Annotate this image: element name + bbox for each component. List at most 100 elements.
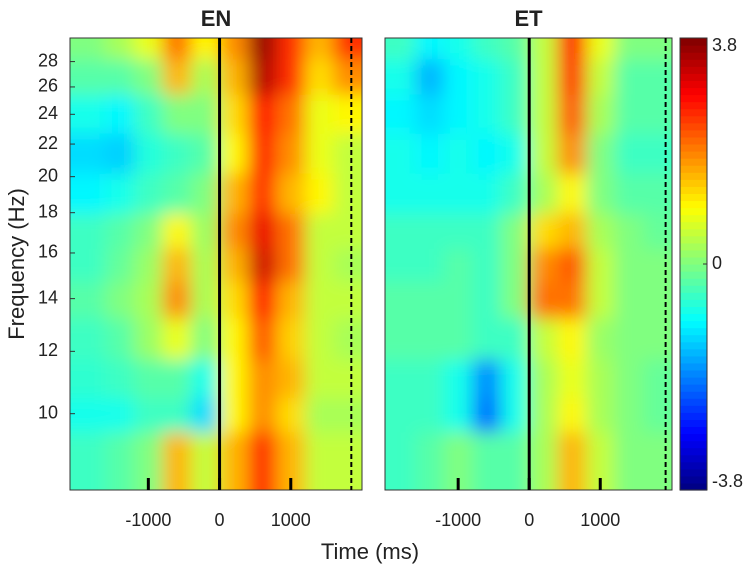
heatmap-cell xyxy=(385,248,417,282)
colorbar-swatch xyxy=(680,355,707,364)
heatmap-cell xyxy=(162,248,192,282)
heatmap-cell xyxy=(219,173,249,214)
colorbar-swatch xyxy=(680,454,707,463)
heatmap-cell xyxy=(219,133,249,174)
heatmap-cell xyxy=(219,397,249,433)
heatmap-cell xyxy=(472,94,502,134)
heatmap-cell xyxy=(586,213,615,249)
heatmap-cell xyxy=(248,318,278,360)
heatmap-cell xyxy=(557,133,587,174)
heatmap-cell xyxy=(70,38,107,60)
heatmap-cell xyxy=(472,58,502,95)
heatmap-cell xyxy=(642,397,672,433)
heatmap-cell xyxy=(162,133,192,174)
heatmap-cell xyxy=(305,38,335,60)
heatmap-cell xyxy=(134,281,164,319)
heatmap-cell xyxy=(333,38,362,60)
heatmap-cell xyxy=(642,173,672,214)
heatmap-cell xyxy=(614,359,644,398)
colorbar-swatch xyxy=(680,80,707,89)
heatmap-cell xyxy=(333,281,362,319)
colorbar-swatch xyxy=(680,151,707,159)
heatmap-cell xyxy=(642,281,672,319)
heatmap-cell xyxy=(105,281,135,319)
colorbar-swatch xyxy=(680,348,707,357)
heatmap-cell xyxy=(70,359,107,398)
heatmap-cell xyxy=(500,397,530,433)
heatmap-cell xyxy=(529,318,559,360)
heatmap-cell xyxy=(219,281,249,319)
colorbar-swatch xyxy=(680,200,707,209)
colorbar-swatch xyxy=(680,475,707,484)
heatmap-cell xyxy=(443,173,473,214)
heatmap-cell xyxy=(415,133,445,174)
heatmap-cell xyxy=(443,397,473,433)
heatmap-cell xyxy=(305,213,335,249)
heatmap-cell xyxy=(385,133,417,174)
heatmap-cell xyxy=(134,397,164,433)
heatmap-cell xyxy=(529,94,559,134)
heatmap-cell xyxy=(105,38,135,60)
heatmap-cell xyxy=(642,431,672,490)
heatmap-cell xyxy=(162,58,192,95)
colorbar-swatch xyxy=(680,214,707,223)
heatmap-cell xyxy=(557,281,587,319)
heatmap-cell xyxy=(586,173,615,214)
heatmap-cell xyxy=(500,133,530,174)
heatmap-cell xyxy=(105,431,135,490)
heatmap-cell xyxy=(70,173,107,214)
heatmap-cell xyxy=(443,58,473,95)
heatmap-cell xyxy=(191,133,221,174)
heatmap-cell xyxy=(500,281,530,319)
heatmap-cell xyxy=(105,58,135,95)
cells xyxy=(385,38,672,490)
colorbar-swatch xyxy=(680,292,707,300)
colorbar-swatch xyxy=(680,391,707,399)
colorbar-swatch xyxy=(680,108,707,117)
heatmap-cell xyxy=(586,359,615,398)
heatmap-cell xyxy=(219,213,249,249)
heatmap-cell xyxy=(219,58,249,95)
colorbar-tick-label: 0 xyxy=(712,253,722,273)
heatmap-cell xyxy=(70,213,107,249)
heatmap-cell xyxy=(500,38,530,60)
heatmap-cell xyxy=(586,248,615,282)
heatmap-cell xyxy=(529,173,559,214)
heatmap-cell xyxy=(472,359,502,398)
heatmap-cell xyxy=(614,38,644,60)
colorbar-swatch xyxy=(680,377,707,385)
heatmap-cell xyxy=(70,58,107,95)
heatmap-cell xyxy=(586,58,615,95)
x-tick-label: -1000 xyxy=(435,510,481,530)
heatmap-cell xyxy=(333,173,362,214)
heatmap-cell xyxy=(276,133,306,174)
heatmap-cell xyxy=(586,38,615,60)
colorbar-swatch xyxy=(680,334,707,343)
colorbar-swatch xyxy=(680,172,707,180)
heatmap-cell xyxy=(191,281,221,319)
heatmap-cell xyxy=(642,58,672,95)
heatmap-cell xyxy=(614,431,644,490)
heatmap-cell xyxy=(276,58,306,95)
heatmap-cell xyxy=(385,58,417,95)
colorbar-swatch xyxy=(680,38,707,46)
heatmap-cell xyxy=(105,359,135,398)
heatmap xyxy=(70,38,362,490)
y-tick-label: 18 xyxy=(38,201,58,221)
colorbar-swatch xyxy=(680,419,707,428)
heatmap-cell xyxy=(415,359,445,398)
heatmap-cell xyxy=(162,94,192,134)
colorbar-swatch xyxy=(680,447,707,456)
heatmap-cell xyxy=(415,213,445,249)
heatmap-cell xyxy=(191,173,221,214)
heatmap-cell xyxy=(529,38,559,60)
heatmap-cell xyxy=(248,94,278,134)
y-tick-label: 28 xyxy=(38,50,58,70)
x-tick-label: -1000 xyxy=(125,510,171,530)
heatmap-cell xyxy=(642,94,672,134)
heatmap-cell xyxy=(472,133,502,174)
colorbar-swatch xyxy=(680,221,707,230)
heatmap-cell xyxy=(248,173,278,214)
colorbar-swatch xyxy=(680,186,707,194)
y-tick-label: 22 xyxy=(38,133,58,153)
